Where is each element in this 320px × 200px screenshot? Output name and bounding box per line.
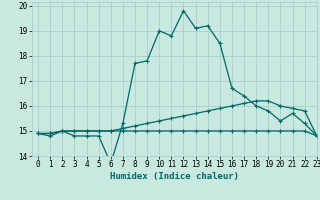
X-axis label: Humidex (Indice chaleur): Humidex (Indice chaleur) — [110, 172, 239, 181]
